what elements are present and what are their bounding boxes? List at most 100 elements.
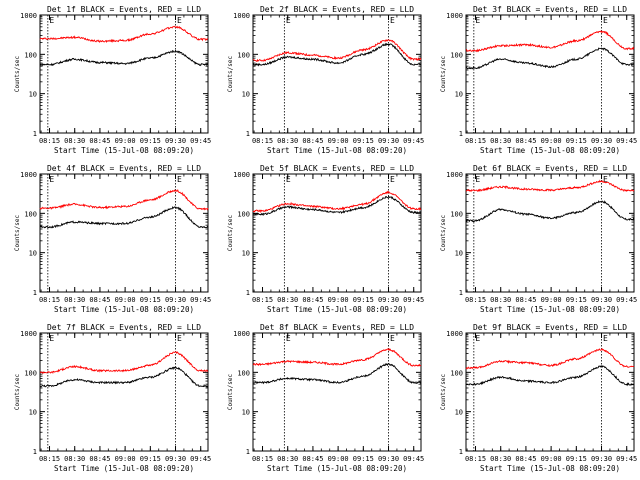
x-tick-label: 09:15 — [140, 296, 161, 304]
y-tick-label: 100 — [450, 369, 463, 377]
y-tick-label: 1000 — [233, 171, 250, 179]
chart-panel-5: Det 5f BLACK = Events, RED = LLD 1 10 100 10… — [227, 164, 424, 314]
y-tick-label: 1 — [33, 448, 37, 456]
y-tick-label: 1 — [246, 289, 250, 297]
x-tick-label: 09:15 — [566, 296, 587, 304]
events-series-line — [465, 200, 635, 223]
lld-series-line — [252, 190, 422, 214]
y-tick-label: 10 — [455, 250, 463, 258]
x-tick-label: 09:45 — [190, 137, 211, 145]
y-tick-label: 100 — [24, 369, 37, 377]
x-tick-label: 09:30 — [165, 296, 186, 304]
y-axis-label: Counts/sec — [227, 56, 234, 93]
events-series-line — [252, 362, 421, 385]
x-tick-label: 09:45 — [616, 137, 637, 145]
x-tick-label: 08:45 — [515, 137, 536, 145]
plot-frame — [465, 332, 635, 452]
y-tick-label: 1 — [459, 289, 463, 297]
x-tick-label: 09:00 — [541, 137, 562, 145]
x-tick-label: 09:00 — [541, 296, 562, 304]
event-marker-label: E — [390, 334, 395, 343]
x-tick-label: 09:30 — [378, 455, 399, 463]
x-tick-label: 09:45 — [190, 455, 211, 463]
x-axis-label: Start Time (15-Jul-08 08:09:20) — [54, 305, 194, 314]
event-marker-label: E — [475, 175, 480, 184]
lld-series-line — [252, 347, 422, 367]
x-tick-label: 08:15 — [39, 137, 60, 145]
chart-panel-6: Det 6f BLACK = Events, RED = LLD 1 10 100 10… — [440, 164, 637, 314]
x-tick-label: 09:15 — [140, 137, 161, 145]
x-tick-label: 09:00 — [115, 137, 136, 145]
x-tick-label: 08:45 — [302, 296, 323, 304]
y-tick-label: 10 — [242, 250, 250, 258]
y-tick-label: 1 — [246, 448, 250, 456]
event-marker-label: E — [177, 334, 182, 343]
x-tick-label: 08:30 — [64, 296, 85, 304]
x-tick-label: 08:45 — [89, 296, 110, 304]
y-tick-label: 10 — [29, 250, 37, 258]
x-tick-label: 08:45 — [302, 137, 323, 145]
chart-title: Det 8f BLACK = Events, RED = LLD — [260, 323, 414, 332]
event-marker-label: E — [603, 16, 608, 25]
y-tick-label: 1000 — [446, 330, 463, 338]
lld-series-line — [465, 348, 635, 370]
chart-title: Det 3f BLACK = Events, RED = LLD — [473, 5, 627, 14]
event-marker-label: E — [49, 175, 54, 184]
plot-frame — [252, 173, 422, 293]
y-axis-label: Counts/sec — [440, 374, 447, 411]
event-marker-label: E — [49, 16, 54, 25]
event-marker-label: E — [475, 334, 480, 343]
plot-frame — [39, 173, 209, 293]
x-tick-label: 08:30 — [490, 455, 511, 463]
chart-panel-7: Det 7f BLACK = Events, RED = LLD 1 10 100 10… — [14, 323, 211, 473]
x-axis-label: Start Time (15-Jul-08 08:09:20) — [480, 464, 620, 473]
y-axis-label: Counts/sec — [14, 56, 21, 93]
event-marker-label: E — [286, 334, 291, 343]
x-tick-label: 08:30 — [277, 455, 298, 463]
x-tick-label: 09:45 — [190, 296, 211, 304]
x-tick-label: 08:15 — [39, 455, 60, 463]
y-tick-label: 10 — [455, 91, 463, 99]
x-tick-label: 09:00 — [328, 137, 349, 145]
x-tick-label: 08:45 — [302, 455, 323, 463]
y-tick-label: 10 — [242, 91, 250, 99]
events-series-line — [465, 365, 635, 387]
event-marker-label: E — [475, 16, 480, 25]
x-tick-label: 08:30 — [277, 296, 298, 304]
plot-frame — [39, 332, 209, 452]
x-tick-label: 08:45 — [89, 137, 110, 145]
chart-title: Det 6f BLACK = Events, RED = LLD — [473, 164, 627, 173]
events-series-line — [39, 205, 209, 229]
plot-frame — [39, 14, 209, 134]
plot-frame — [252, 332, 422, 452]
plot-frame — [252, 14, 422, 134]
chart-panel-3: Det 3f BLACK = Events, RED = LLD 1 10 100 10… — [440, 5, 637, 155]
x-tick-label: 08:15 — [39, 296, 60, 304]
y-tick-label: 1 — [459, 448, 463, 456]
x-tick-label: 09:00 — [115, 455, 136, 463]
event-marker-label: E — [390, 175, 395, 184]
plot-frame — [465, 173, 635, 293]
x-axis-label: Start Time (15-Jul-08 08:09:20) — [267, 146, 407, 155]
lld-series-line — [39, 25, 209, 43]
x-tick-label: 09:15 — [566, 137, 587, 145]
chart-title: Det 5f BLACK = Events, RED = LLD — [260, 164, 414, 173]
y-tick-label: 1000 — [20, 12, 37, 20]
y-tick-label: 100 — [237, 51, 250, 59]
event-marker-label: E — [603, 175, 608, 184]
y-tick-label: 10 — [29, 409, 37, 417]
y-tick-label: 100 — [24, 210, 37, 218]
y-axis-label: Counts/sec — [440, 215, 447, 252]
x-tick-label: 08:15 — [252, 137, 273, 145]
x-tick-label: 08:45 — [515, 455, 536, 463]
x-tick-label: 08:45 — [89, 455, 110, 463]
y-axis-label: Counts/sec — [227, 374, 234, 411]
events-series-line — [39, 366, 209, 388]
plot-frame — [465, 14, 635, 134]
x-tick-label: 09:30 — [165, 137, 186, 145]
lld-series-line — [465, 30, 635, 53]
x-tick-label: 09:45 — [403, 455, 424, 463]
x-tick-label: 08:45 — [515, 296, 536, 304]
x-tick-label: 08:30 — [490, 137, 511, 145]
chart-title: Det 7f BLACK = Events, RED = LLD — [47, 323, 201, 332]
